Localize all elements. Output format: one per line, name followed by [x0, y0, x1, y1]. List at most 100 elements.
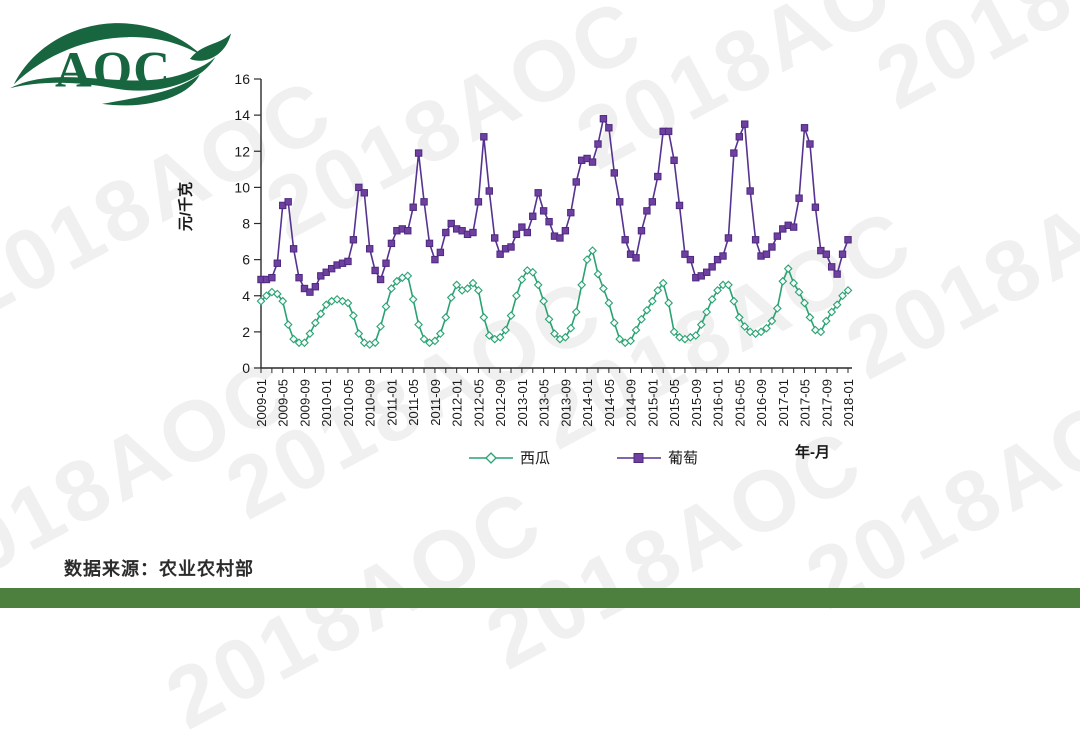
watermelon-point — [566, 323, 576, 333]
logo-top-swoosh-icon — [13, 23, 204, 85]
grape-point — [539, 207, 548, 215]
x-tick-label: 2017-01 — [776, 379, 791, 427]
y-tick-label: 4 — [242, 288, 250, 304]
grape-point — [431, 255, 439, 264]
watermelon-point — [376, 322, 385, 331]
grape-point — [376, 275, 385, 284]
x-tick-label: 2014-09 — [624, 379, 639, 427]
watermelon-point — [381, 302, 391, 311]
watermelon-point — [772, 304, 782, 313]
watermelon-point — [501, 325, 510, 335]
watermelon-point — [349, 311, 358, 320]
grape-point — [708, 263, 716, 271]
watermelon-legend-marker-icon — [469, 451, 513, 464]
watermelon-point — [321, 300, 331, 310]
watermelon-point — [658, 278, 668, 288]
grape-point — [295, 273, 303, 282]
grape-point — [621, 236, 629, 244]
x-tick-label: 2016-09 — [754, 379, 769, 427]
grape-point — [795, 194, 803, 202]
watermelon-point — [430, 336, 440, 346]
grape-point — [664, 127, 673, 136]
grape-point — [268, 273, 276, 282]
grape-point — [681, 250, 689, 258]
grape-point — [469, 228, 477, 237]
x-tick-label: 2012-05 — [471, 379, 486, 427]
grape-point — [507, 243, 515, 251]
watermelon-point — [272, 289, 282, 299]
logo-bottom-wave-icon — [9, 56, 216, 91]
watermelon-point — [805, 313, 815, 322]
watermelon-point — [609, 318, 619, 328]
grape-point — [344, 257, 352, 266]
grape-point — [491, 234, 499, 242]
grape-legend-marker-icon — [617, 452, 662, 463]
grape-point — [773, 232, 782, 240]
watermelon-point — [262, 291, 271, 301]
grape-point — [425, 239, 434, 248]
grape-point — [789, 223, 798, 231]
x-tick-label: 2017-05 — [798, 379, 813, 427]
watermelon-point — [441, 313, 451, 322]
x-tick-label: 2009-01 — [254, 379, 269, 427]
grape-point — [844, 236, 852, 244]
y-tick-label: 16 — [234, 71, 250, 87]
grape-point — [289, 245, 298, 253]
grape-point — [811, 203, 820, 211]
watermelon-point — [533, 280, 543, 290]
watermelon-point — [637, 314, 646, 324]
grape-point — [675, 201, 684, 210]
grape-point — [349, 236, 358, 244]
watermelon-point — [452, 280, 462, 290]
watermelon-point — [669, 327, 679, 337]
footer-bar — [0, 588, 1080, 608]
x-tick-label: 2010-01 — [319, 379, 334, 427]
x-tick-label: 2013-05 — [537, 379, 552, 427]
x-tick-label: 2012-09 — [493, 379, 508, 427]
grape-point — [735, 133, 743, 141]
y-tick-label: 0 — [242, 360, 250, 376]
grape-point — [404, 227, 412, 235]
watermelon-point — [474, 285, 483, 295]
watermelon-point — [832, 300, 842, 310]
watermelon-point — [762, 323, 771, 333]
y-tick-label: 12 — [234, 143, 250, 159]
watermelon-point — [729, 296, 739, 306]
grape-point — [724, 234, 733, 242]
watermelon-point — [560, 332, 570, 342]
chart-area: 0 2 4 6 8 10 12 14 16 2009-01 2009-05 2009-09 2010-0… — [178, 71, 857, 467]
grape-point — [746, 187, 754, 195]
watermelon-point — [843, 285, 853, 295]
grape-point — [730, 149, 738, 157]
grape-point — [436, 248, 445, 257]
axes: 0 2 4 6 8 10 12 14 16 2009-01 2009-05 2009-09 2010-0… — [234, 71, 856, 427]
grape-point — [610, 169, 618, 177]
grape-line — [261, 117, 849, 293]
watermelon-point — [800, 298, 809, 308]
watermelon-point — [615, 334, 625, 344]
watermelon-point — [811, 325, 820, 335]
grape-point — [366, 245, 374, 253]
watermelon-point — [707, 294, 717, 304]
x-tick-label: 2011-05 — [406, 379, 421, 426]
x-tick-label: 2016-01 — [711, 379, 726, 427]
watermelon-point — [756, 327, 766, 337]
watermelon-point — [544, 314, 554, 324]
grape-point — [588, 158, 597, 166]
watermelon-point — [827, 307, 837, 317]
grape-point — [827, 263, 836, 271]
legend-label-grape: 葡萄 — [668, 450, 699, 467]
x-tick-label: 2014-05 — [602, 379, 617, 427]
watermelon-point — [713, 285, 722, 295]
x-tick-label: 2015-05 — [667, 379, 682, 427]
grape-point — [273, 259, 282, 267]
watermelon-point — [522, 266, 532, 275]
watermelon-point — [539, 296, 549, 306]
x-tick-label: 2013-01 — [515, 379, 530, 427]
grape-series — [257, 115, 852, 296]
grape-point — [518, 223, 526, 231]
watermelon-point — [392, 276, 402, 286]
grape-point — [833, 270, 841, 278]
watermelon-point — [593, 269, 603, 279]
